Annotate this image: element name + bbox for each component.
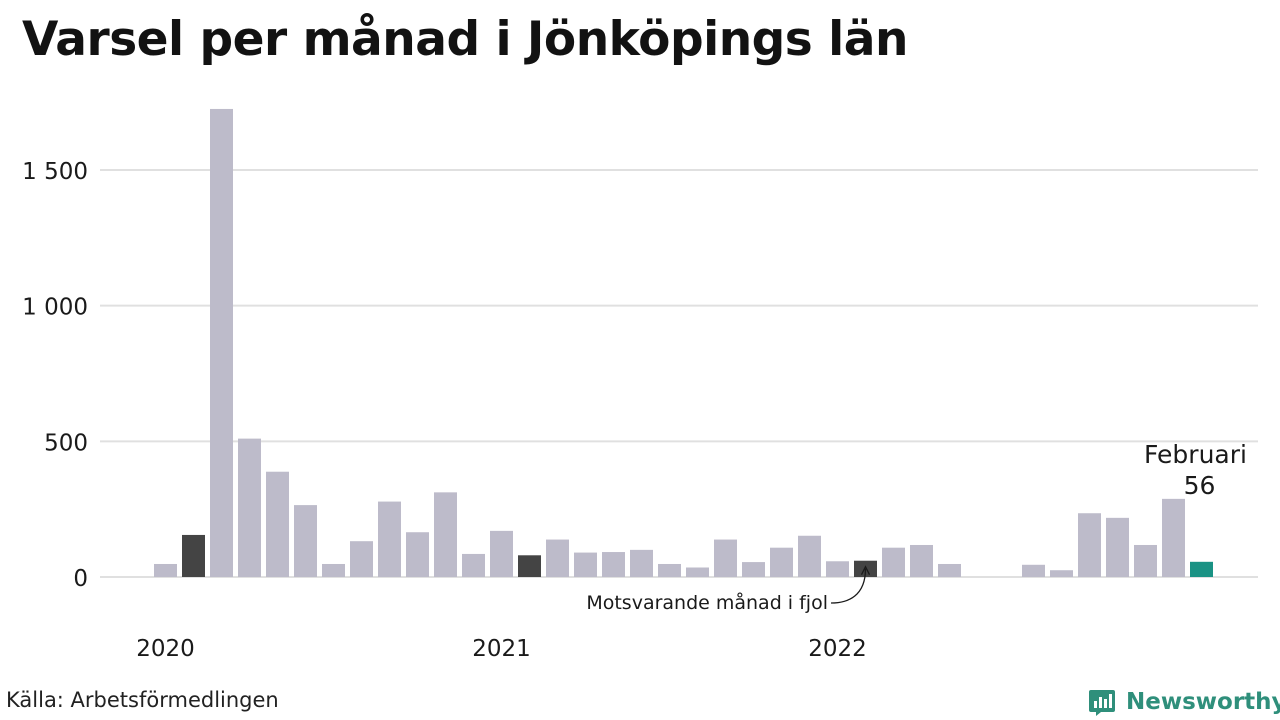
bar [462, 553, 485, 577]
bar [518, 555, 541, 577]
y-tick-label: 1 000 [22, 295, 88, 321]
bar [658, 563, 681, 577]
current-value-label: 56 [1184, 471, 1216, 500]
bar [798, 535, 821, 577]
y-axis: 0 500 1 000 1 500 [22, 159, 88, 592]
bar [910, 544, 933, 577]
bar [182, 534, 205, 577]
bar [714, 539, 737, 577]
x-tick-label: 2022 [808, 636, 867, 662]
bar [742, 562, 765, 577]
bar [490, 530, 513, 577]
x-tick-label: 2021 [472, 636, 531, 662]
brand-logo: Newsworthy [1088, 684, 1280, 720]
bar [238, 438, 261, 577]
bar [630, 549, 653, 577]
previous-year-note: Motsvarande månad i fjol [586, 591, 828, 614]
bar [1078, 513, 1101, 577]
y-tick-label: 1 500 [22, 159, 88, 185]
bar [1022, 564, 1045, 577]
bar [1134, 544, 1157, 577]
bar [1190, 561, 1213, 577]
bar [602, 552, 625, 577]
bar [210, 108, 233, 577]
annotations: Februari 56 Motsvarande månad i fjol [586, 440, 1247, 614]
newsworthy-logo-icon [1089, 690, 1115, 716]
bar [154, 563, 177, 577]
bar [350, 541, 373, 577]
y-tick-label: 500 [44, 430, 88, 456]
x-tick-label: 2020 [136, 636, 195, 662]
bar [434, 492, 457, 577]
bar [882, 547, 905, 577]
x-axis: 2020 2021 2022 [136, 636, 867, 662]
bar [322, 563, 345, 577]
bar [406, 532, 429, 577]
bar [826, 561, 849, 577]
bar [574, 552, 597, 577]
bar [686, 567, 709, 577]
bar [938, 563, 961, 577]
current-month-label: Februari [1144, 440, 1247, 469]
bar [770, 547, 793, 577]
bar [294, 505, 317, 577]
chart-title: Varsel per månad i Jönköpings län [22, 12, 908, 67]
bar [1106, 517, 1129, 577]
bar [378, 501, 401, 577]
bar [1162, 498, 1185, 577]
source-note: Källa: Arbetsförmedlingen [6, 688, 279, 712]
previous-year-arrow [830, 565, 871, 604]
y-tick-label: 0 [73, 566, 88, 592]
bar [1050, 570, 1073, 577]
bar [266, 471, 289, 577]
bar [546, 539, 569, 577]
brand-name: Newsworthy [1126, 689, 1280, 715]
bars [154, 108, 1213, 577]
